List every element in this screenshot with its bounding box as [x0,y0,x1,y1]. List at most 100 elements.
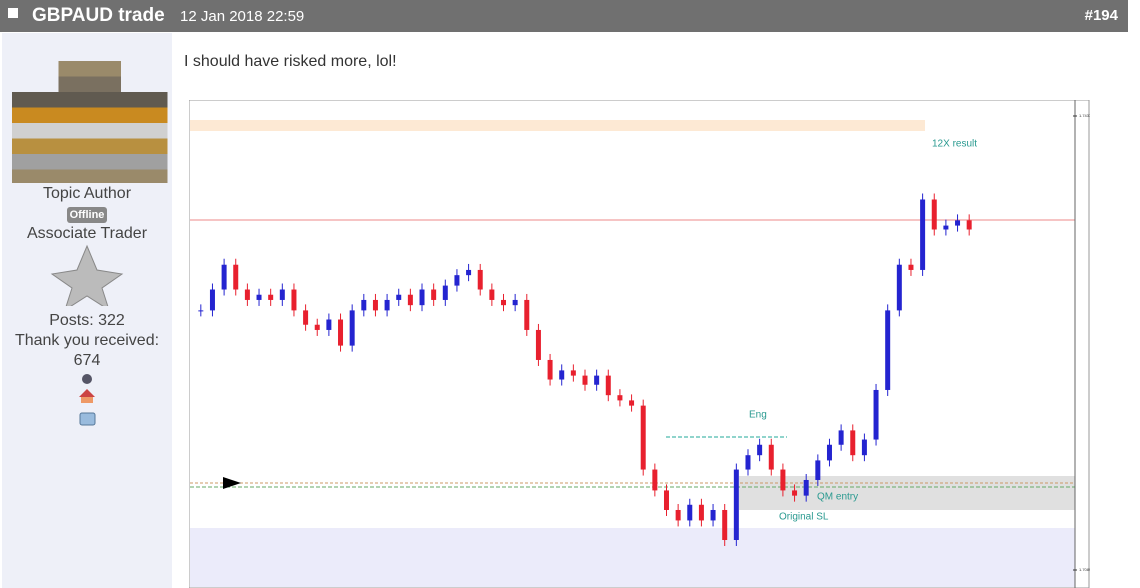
candle [303,310,309,325]
candle [314,324,320,330]
avatar-pixel [136,107,152,124]
candle [966,220,972,230]
avatar-pixel [89,92,106,108]
avatar-pixel [58,123,75,139]
avatar-pixel [105,138,121,155]
avatar-pixel [74,169,90,186]
avatar-pixel [12,107,28,124]
avatar-pixel [120,138,137,155]
icons[interactable] [2,371,172,431]
candle [617,395,623,401]
avatar-pixel [74,107,90,124]
candle [605,375,611,396]
candle [442,285,448,300]
candle [594,375,600,385]
candle [896,264,902,311]
avatar-pixel [58,169,75,186]
candle [512,299,518,306]
candle [524,299,530,330]
avatar-pixel [89,138,106,155]
candle [745,455,751,470]
candle [221,264,227,290]
avatar-pixel [12,92,28,108]
avatar-pixel [120,92,137,108]
post-title[interactable]: GBPAUD trade [32,5,165,26]
annotation: Original SL [779,512,829,523]
candle [861,439,867,456]
y-tick-label: 1.7437 [1079,113,1090,118]
avatar-pixel [136,154,152,170]
candle [757,444,763,456]
candle [547,359,553,380]
candle [209,289,215,311]
avatar-pixel [27,169,44,186]
annotation: Eng [749,410,767,421]
posts: Posts: 322 [49,312,125,329]
thanks: 674 [73,352,101,369]
icon [8,8,18,18]
rank-star [50,244,124,312]
avatar-pixel [151,169,168,186]
candle [419,289,425,306]
candle [279,289,285,300]
candle [559,370,565,380]
avatar-pixel [120,154,137,170]
avatar-pixel [89,76,106,93]
candle [233,264,239,290]
avatar-pixel [89,154,106,170]
avatar-pixel [43,169,59,186]
thanks-label: Thank you received: [14,332,160,349]
avatar-pixel [89,123,106,139]
candle [873,389,879,440]
annotation: 12X result [932,139,977,150]
avatar-pixel [74,138,90,155]
avatar-pixel [58,61,75,77]
avatar-pixel [12,138,28,155]
y-tick-label: 1.7089 [1079,567,1090,572]
author-panel: Topic Author Offline Associate Trader Po… [2,33,172,588]
candle [675,509,681,521]
avatar-pixel [58,138,75,155]
avatar-pixel [74,61,90,77]
avatar-pixel [151,154,168,170]
post-date: 12 Jan 2018 22:59 [180,8,305,25]
candle [570,370,576,376]
avatar-pixel [27,154,44,170]
avatar-pixel [89,107,106,124]
post-text: I should have risked more, lol! [184,53,397,70]
candle [663,490,669,510]
candle [396,294,402,300]
candle [908,264,914,270]
avatar-pixel [105,123,121,139]
avatar-pixel [120,107,137,124]
candle [326,319,332,330]
avatar-pixel [120,169,137,186]
avatar-pixel [43,154,59,170]
avatar-pixel [120,123,137,139]
candle [454,275,460,286]
avatar-pixel [43,107,59,124]
candle [920,199,926,270]
candle [629,400,635,406]
avatar-pixel [151,92,168,108]
avatar-pixel [74,92,90,108]
status: Offline [66,207,108,223]
candle [407,294,413,306]
avatar-pixel [43,123,59,139]
candle [466,269,472,276]
candle [733,469,739,540]
author-role: Topic Author [42,185,132,202]
avatar-pixel [105,154,121,170]
avatar-pixel [136,92,152,108]
avatar-pixel [58,107,75,124]
candle [710,509,716,521]
candle [361,299,367,311]
avatar-pixel [136,138,152,155]
avatar-pixel [27,123,44,139]
rank: Associate Trader [26,225,148,242]
avatar-pixel [27,138,44,155]
avatar-pixel [151,107,168,124]
candle [943,225,949,230]
post-number[interactable]: #194 [1084,7,1118,24]
